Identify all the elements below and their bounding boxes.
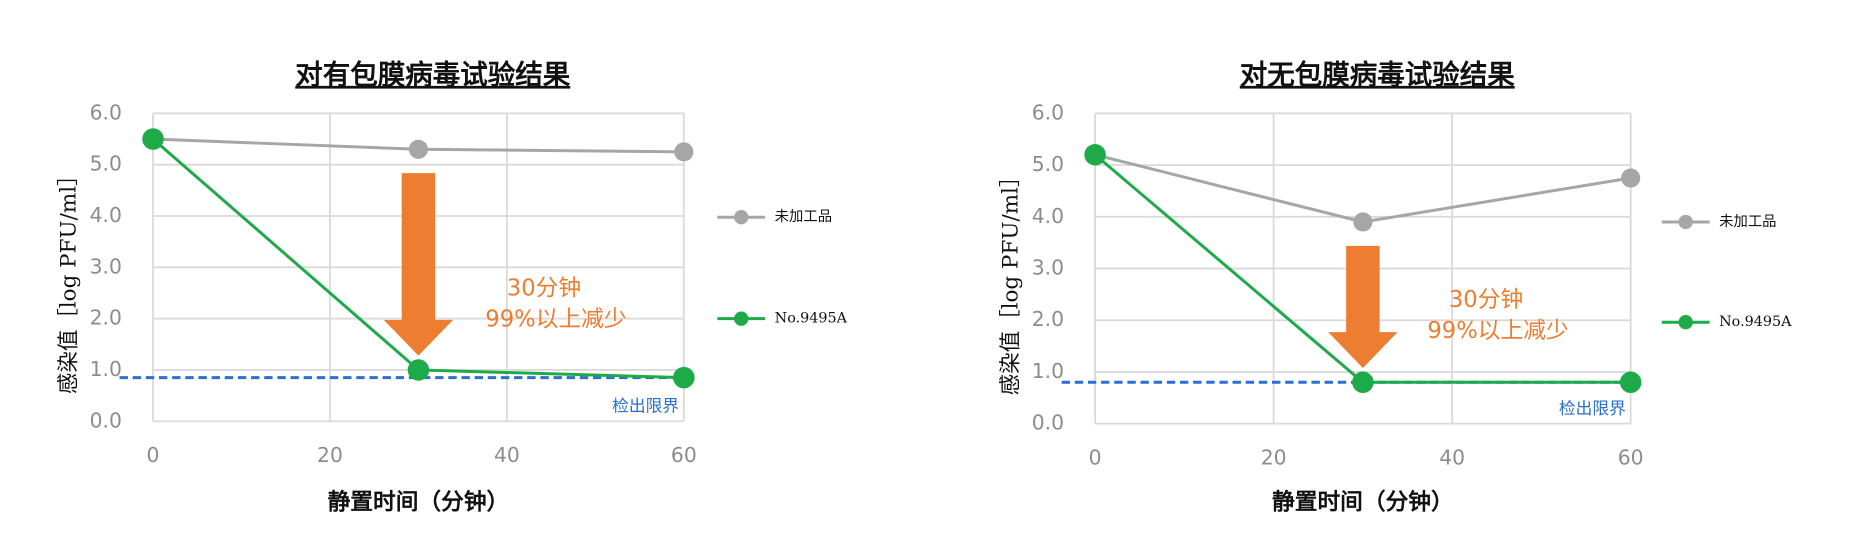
y-tick-label: 2.0 bbox=[90, 306, 122, 330]
y-tick-label: 3.0 bbox=[1032, 256, 1064, 280]
y-tick-label: 1.0 bbox=[1032, 359, 1064, 383]
legend-marker bbox=[1678, 214, 1693, 230]
data-point bbox=[1619, 371, 1642, 394]
legend-marker bbox=[734, 210, 749, 225]
x-tick-label: 40 bbox=[494, 443, 520, 467]
legend-label: 未加工品 bbox=[775, 208, 832, 225]
y-axis-label: 感染值［log PFU/ml］ bbox=[56, 164, 81, 394]
x-tick-label: 0 bbox=[147, 443, 160, 467]
annotation: 99%以上减少 bbox=[485, 306, 626, 332]
y-tick-label: 3.0 bbox=[90, 254, 122, 278]
legend-marker bbox=[734, 311, 749, 326]
annotation: 99%以上减少 bbox=[1427, 318, 1568, 344]
data-point bbox=[1352, 371, 1374, 394]
data-point bbox=[1084, 144, 1106, 166]
legend-label: No.9495A bbox=[1719, 314, 1792, 330]
chart-title: 对有包膜病毒试验结果 bbox=[295, 59, 570, 91]
detection-limit-label: 检出限界 bbox=[612, 395, 679, 415]
data-point bbox=[674, 142, 694, 162]
x-tick-label: 0 bbox=[1089, 445, 1102, 469]
x-tick-label: 20 bbox=[317, 443, 343, 467]
y-tick-label: 6.0 bbox=[1032, 100, 1064, 124]
x-tick-label: 60 bbox=[1618, 445, 1644, 469]
y-tick-label: 2.0 bbox=[1032, 307, 1064, 331]
y-tick-label: 4.0 bbox=[1032, 204, 1064, 228]
y-tick-label: 6.0 bbox=[90, 100, 122, 124]
legend-label: 未加工品 bbox=[1719, 213, 1776, 230]
y-tick-label: 4.0 bbox=[90, 203, 122, 227]
x-axis-label: 静置时间（分钟） bbox=[1272, 489, 1454, 516]
y-tick-label: 5.0 bbox=[1032, 152, 1064, 176]
y-tick-label: 0.0 bbox=[1032, 411, 1064, 435]
data-point bbox=[407, 359, 430, 381]
chart-title: 对无包膜病毒试验结果 bbox=[1240, 59, 1515, 91]
data-point bbox=[1621, 168, 1641, 188]
data-point bbox=[408, 139, 428, 159]
data-point bbox=[142, 128, 164, 150]
y-tick-label: 1.0 bbox=[90, 357, 122, 381]
x-tick-label: 60 bbox=[671, 443, 697, 467]
x-tick-label: 20 bbox=[1261, 445, 1287, 469]
annotation: 30分钟 bbox=[507, 275, 581, 301]
data-point bbox=[673, 366, 695, 389]
reduction-arrow bbox=[1328, 245, 1398, 368]
x-axis-label: 静置时间（分钟） bbox=[328, 489, 510, 516]
reduction-arrow bbox=[383, 173, 454, 356]
detection-limit-label: 检出限界 bbox=[1559, 398, 1626, 418]
y-tick-label: 0.0 bbox=[90, 408, 122, 432]
y-axis-label: 感染值［log PFU/ml］ bbox=[998, 166, 1023, 396]
x-tick-label: 40 bbox=[1439, 445, 1465, 469]
legend-marker bbox=[1678, 315, 1693, 330]
y-tick-label: 5.0 bbox=[90, 152, 122, 176]
data-point bbox=[1353, 212, 1373, 232]
annotation: 30分钟 bbox=[1449, 287, 1523, 313]
legend-label: No.9495A bbox=[775, 311, 848, 327]
